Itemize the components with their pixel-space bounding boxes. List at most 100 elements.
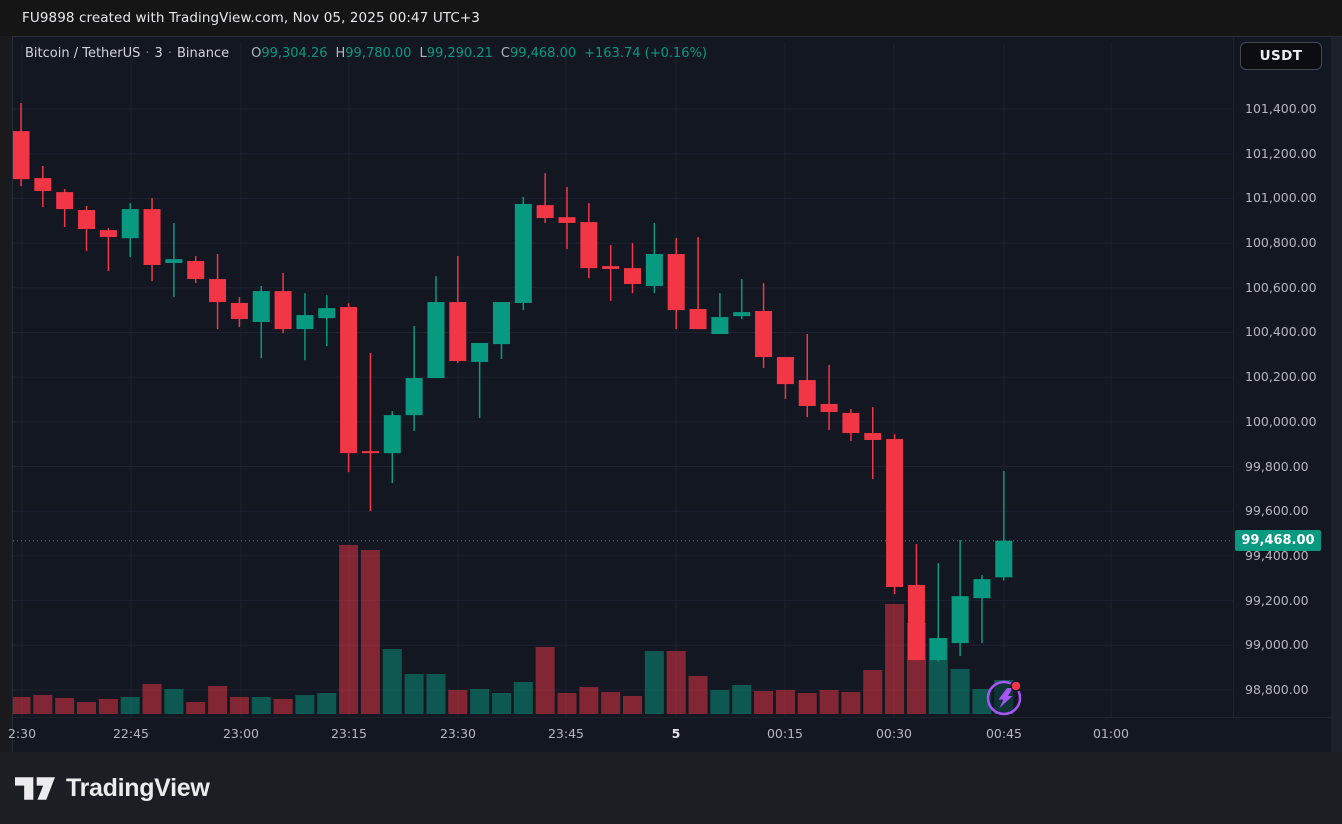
volume-bar bbox=[317, 693, 337, 714]
candle-body bbox=[209, 279, 227, 303]
grid-layer bbox=[13, 43, 1233, 717]
time-tick-label: 00:30 bbox=[875, 726, 913, 741]
price-tick-label: 100,400.00 bbox=[1245, 324, 1317, 340]
volume-bar bbox=[601, 692, 621, 714]
volume-bar bbox=[885, 604, 905, 714]
candle-body bbox=[143, 209, 161, 265]
ohlc-readout: O99,304.26 H99,780.00 L99,290.21 C99,468.00… bbox=[243, 46, 707, 61]
time-tick-label: 00:45 bbox=[985, 726, 1023, 741]
time-tick-label: 01:00 bbox=[1092, 726, 1130, 741]
volume-bar bbox=[448, 690, 468, 714]
candle-body bbox=[56, 192, 74, 210]
volume-bar bbox=[819, 690, 839, 714]
candle-body bbox=[886, 439, 904, 587]
volume-bar bbox=[841, 692, 861, 714]
candle-body bbox=[13, 131, 30, 180]
volume-bar bbox=[710, 690, 730, 714]
footer-bar: TradingView bbox=[0, 752, 1342, 824]
chart-widget: Bitcoin / TetherUS · 3 · Binance O99,304.26 H9… bbox=[8, 36, 1342, 753]
price-tick-label: 101,000.00 bbox=[1245, 190, 1317, 206]
open-value: 99,304.26 bbox=[261, 46, 328, 61]
time-tick-label: 23:30 bbox=[439, 726, 477, 741]
candle-body bbox=[645, 254, 663, 286]
price-tick-label: 101,200.00 bbox=[1245, 145, 1317, 161]
volume-bar bbox=[229, 697, 249, 714]
volume-bar bbox=[623, 696, 643, 714]
price-tick-label: 100,800.00 bbox=[1245, 235, 1317, 251]
volume-bar bbox=[797, 693, 817, 714]
price-scale[interactable]: 99,468.00 101,400.00 101,200.00 101,000.00… bbox=[1233, 37, 1332, 717]
candle-body bbox=[733, 312, 751, 317]
volume-bar bbox=[491, 693, 511, 714]
candle-body bbox=[318, 308, 336, 319]
tradingview-logo-text: TradingView bbox=[66, 773, 210, 802]
time-tick-label: 23:45 bbox=[547, 726, 585, 741]
volume-bar bbox=[644, 651, 664, 714]
candle-body bbox=[187, 260, 205, 280]
candles-layer bbox=[13, 102, 1013, 662]
candle-body bbox=[78, 210, 96, 229]
high-value: 99,780.00 bbox=[345, 46, 412, 61]
volume-bar bbox=[470, 689, 490, 714]
candle-body bbox=[296, 315, 314, 330]
volume-bar bbox=[208, 686, 228, 714]
candle-body bbox=[711, 317, 729, 335]
price-tick-label: 100,000.00 bbox=[1245, 413, 1317, 429]
candle-body bbox=[492, 302, 510, 345]
candle-body bbox=[427, 302, 445, 379]
candle-body bbox=[624, 268, 642, 284]
price-tick-label: 99,000.00 bbox=[1245, 637, 1309, 653]
symbol-title[interactable]: Bitcoin / TetherUS · 3 · Binance bbox=[25, 46, 230, 61]
last-price-label: 99,468.00 bbox=[1235, 530, 1321, 552]
time-tick-label: 5 bbox=[671, 726, 681, 741]
candle-body bbox=[471, 342, 489, 362]
tradingview-logo-link[interactable]: TradingView bbox=[15, 774, 210, 803]
time-tick-label: 23:15 bbox=[330, 726, 368, 741]
volume-bar bbox=[513, 682, 533, 714]
volume-bar bbox=[77, 702, 97, 714]
badge-alert-dot bbox=[1010, 680, 1022, 692]
volume-bar bbox=[339, 545, 359, 714]
volume-bar bbox=[732, 685, 752, 714]
time-tick-label: 23:00 bbox=[222, 726, 260, 741]
time-scale[interactable]: 2:30 22:45 23:00 23:15 23:30 23:45 5 00:15 00:30… bbox=[8, 717, 1331, 753]
volume-bar bbox=[863, 670, 883, 714]
candle-body bbox=[230, 302, 248, 320]
volume-bar bbox=[972, 689, 992, 714]
currency-toggle-button[interactable]: USDT bbox=[1240, 42, 1322, 70]
volume-bar bbox=[98, 699, 118, 714]
candle-body bbox=[121, 209, 139, 239]
chart-legend: Bitcoin / TetherUS · 3 · Binance O99,304.26 H9… bbox=[25, 46, 707, 61]
volume-bar bbox=[666, 651, 686, 714]
volume-bar bbox=[164, 689, 184, 714]
candle-body bbox=[798, 380, 816, 406]
candle-body bbox=[973, 579, 991, 599]
candle-body bbox=[536, 205, 554, 219]
open-key: O bbox=[251, 46, 262, 61]
volume-bar bbox=[557, 693, 577, 714]
volume-bar bbox=[33, 695, 53, 714]
volume-bar bbox=[950, 669, 970, 714]
low-value: 99,290.21 bbox=[426, 46, 493, 61]
volume-bar bbox=[404, 674, 424, 714]
candle-body bbox=[99, 230, 117, 238]
candle-body bbox=[340, 306, 358, 454]
price-chart[interactable] bbox=[13, 37, 1233, 753]
price-tick-label: 99,600.00 bbox=[1245, 503, 1309, 519]
candle-body bbox=[951, 596, 969, 644]
candle-body bbox=[842, 412, 860, 434]
event-badge-lightning[interactable] bbox=[986, 680, 1022, 716]
volume-bar bbox=[535, 647, 555, 714]
candle-body bbox=[405, 378, 423, 416]
high-key: H bbox=[335, 46, 346, 61]
candle-body bbox=[820, 403, 838, 413]
candle-body bbox=[34, 178, 52, 192]
price-tick-label: 100,600.00 bbox=[1245, 279, 1317, 295]
price-tick-label: 99,800.00 bbox=[1245, 458, 1309, 474]
price-tick-label: 99,200.00 bbox=[1245, 592, 1309, 608]
candle-body bbox=[864, 433, 882, 440]
volume-bar bbox=[775, 690, 795, 714]
volume-bar bbox=[13, 697, 31, 714]
exchange-label: Binance bbox=[176, 46, 230, 61]
